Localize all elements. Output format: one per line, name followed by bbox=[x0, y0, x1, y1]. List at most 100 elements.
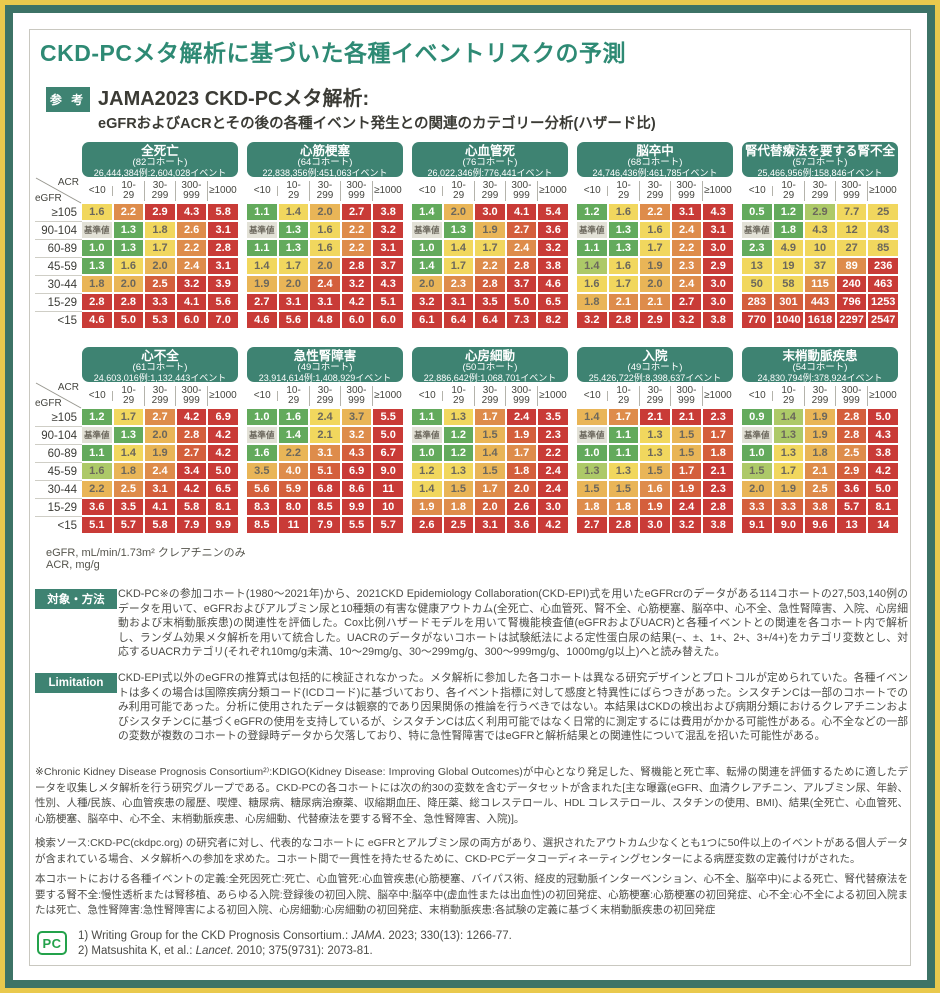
hr-cell: 1.7 bbox=[506, 445, 537, 461]
label-spacer bbox=[35, 347, 82, 382]
acr-column-headers: <10 10- 29 30- 299 300- 999 ≥1000 bbox=[742, 382, 898, 409]
sample-event-counts: 24,830,794例:378,924イベント bbox=[757, 373, 883, 382]
hr-cell: 1.7 bbox=[703, 427, 733, 443]
hr-cell: 4.3 bbox=[341, 445, 372, 461]
footnote-egfr-units: eGFR, mL/min/1.73m² クレアチニンのみ bbox=[46, 547, 246, 559]
hr-cell: 2.1 bbox=[608, 294, 639, 310]
hr-cell: 6.4 bbox=[475, 312, 505, 328]
event-table-grid: 脳卒中 (68コホート) 24,746,436例:461,785イベント <10 10-… bbox=[577, 142, 733, 330]
hr-cell: 1.4 bbox=[113, 445, 144, 461]
hr-cell: 6.4 bbox=[443, 312, 474, 328]
hr-cell: 1.1 bbox=[412, 409, 442, 425]
acr-category-label: <10 bbox=[247, 185, 279, 196]
acr-category-label: 10- 29 bbox=[443, 180, 475, 201]
hr-cell: 1.4 bbox=[773, 409, 804, 425]
hr-cell: 1.9 bbox=[640, 499, 670, 515]
egfr-category-label: 30-44 bbox=[35, 481, 82, 499]
acr-category-label: 30- 299 bbox=[805, 180, 837, 201]
event-table: 急性腎障害 (49コホート) 23,914,614例:1,408,929イベント <1… bbox=[247, 347, 403, 535]
hr-cell: 5.7 bbox=[373, 517, 403, 533]
hr-cell: 1.4 bbox=[412, 258, 442, 274]
hr-cell: 2.9 bbox=[805, 204, 835, 220]
hr-cell: 4.2 bbox=[538, 517, 568, 533]
hr-cell: 1.3 bbox=[773, 445, 804, 461]
hr-cell: 1.3 bbox=[608, 222, 639, 238]
hr-cell: 3.6 bbox=[82, 499, 112, 515]
hr-cell: 2.2 bbox=[82, 481, 112, 497]
hr-cell: 2.9 bbox=[836, 463, 867, 479]
journal-name: JAMA bbox=[351, 930, 383, 942]
reference-list: 1) Writing Group for the CKD Prognosis C… bbox=[78, 929, 512, 959]
hr-cell: 43 bbox=[868, 222, 898, 238]
hr-cell: 1618 bbox=[805, 312, 835, 328]
hr-cell: 2.0 bbox=[412, 276, 442, 292]
hr-cell: 2.0 bbox=[145, 258, 175, 274]
hr-cell: 1.3 bbox=[608, 240, 639, 256]
hr-cell: 1.7 bbox=[443, 258, 474, 274]
acr-category-label: ≥1000 bbox=[868, 184, 897, 196]
hr-cell: 3.0 bbox=[703, 240, 733, 256]
reference-cell: 基準値 bbox=[247, 222, 277, 238]
hr-cell: 236 bbox=[868, 258, 898, 274]
hr-cell: 1.2 bbox=[773, 204, 804, 220]
event-table: 心筋梗塞 (64コホート) 22,838,356例:451,063イベント <10 10… bbox=[247, 142, 403, 330]
study-heading: JAMA2023 CKD-PCメタ解析: bbox=[98, 88, 370, 110]
hr-cell: 5.6 bbox=[278, 312, 309, 328]
acr-category-label: ≥1000 bbox=[703, 184, 732, 196]
hr-cell: 2.7 bbox=[506, 222, 537, 238]
egfr-category-label: ≥105 bbox=[35, 409, 82, 427]
hr-cell: 1.3 bbox=[443, 222, 474, 238]
egfr-category-label: 45-59 bbox=[35, 463, 82, 481]
hr-cell: 3.2 bbox=[577, 312, 607, 328]
hr-cell: 4.6 bbox=[538, 276, 568, 292]
hr-cell: 3.1 bbox=[278, 294, 309, 310]
hr-cell: 5.7 bbox=[113, 517, 144, 533]
acr-category-label: ≥1000 bbox=[868, 389, 897, 401]
acr-axis-label: ACR bbox=[57, 177, 79, 188]
acr-category-label: 30- 299 bbox=[475, 385, 507, 406]
hr-cell: 4.9 bbox=[773, 240, 804, 256]
hr-cell: 1.1 bbox=[82, 445, 112, 461]
hr-cell: 3.1 bbox=[475, 517, 505, 533]
acr-category-label: 300- 999 bbox=[836, 385, 868, 406]
hr-cell: 1.9 bbox=[671, 481, 702, 497]
hr-cell: 3.5 bbox=[475, 294, 505, 310]
hr-cell: 5.1 bbox=[82, 517, 112, 533]
acr-category-label: 300- 999 bbox=[341, 180, 373, 201]
acr-column-headers: <10 10- 29 30- 299 300- 999 ≥1000 bbox=[577, 177, 733, 204]
hr-cell: 2.0 bbox=[742, 481, 772, 497]
hr-cell: 3.8 bbox=[868, 445, 898, 461]
event-table-grid: 心筋梗塞 (64コホート) 22,838,356例:451,063イベント <10 10… bbox=[247, 142, 403, 330]
hr-cell: 2.4 bbox=[671, 222, 702, 238]
hr-cell: 796 bbox=[836, 294, 867, 310]
hr-cell: 2.5 bbox=[836, 445, 867, 461]
hr-cell: 2.2 bbox=[176, 240, 207, 256]
acr-category-label: 300- 999 bbox=[341, 385, 373, 406]
acr-category-label: <10 bbox=[577, 390, 609, 401]
hr-cell: 0.5 bbox=[742, 204, 772, 220]
acr-category-label: 300- 999 bbox=[836, 180, 868, 201]
hr-cell: 13 bbox=[836, 517, 867, 533]
hr-cell: 1.5 bbox=[475, 427, 505, 443]
hr-cell: 1.7 bbox=[475, 481, 505, 497]
hr-cell: 19 bbox=[773, 258, 804, 274]
cohort-count: (76コホート) bbox=[462, 157, 518, 168]
hr-cell: 2.8 bbox=[608, 517, 639, 533]
hr-cell: 3.1 bbox=[310, 294, 340, 310]
hr-cell: 6.5 bbox=[208, 481, 238, 497]
reference-item: 2) Matsushita K, et al.: Lancet. 2010; 3… bbox=[78, 945, 373, 957]
hr-cell: 3.1 bbox=[310, 445, 340, 461]
hr-cell: 8.1 bbox=[208, 499, 238, 515]
event-name: 心筋梗塞 bbox=[299, 144, 350, 158]
hr-cell: 2.8 bbox=[113, 294, 144, 310]
hazard-ratio-grid: 1.0 1.6 2.4 3.7 5.5 基準値 1.4 2.1 3.2 5.0 1.6 2.2 3.1 4… bbox=[247, 409, 403, 533]
hr-cell: 3.5 bbox=[247, 463, 277, 479]
axis-corner-cell: ACR eGFR bbox=[35, 177, 82, 204]
hr-cell: 3.8 bbox=[805, 499, 835, 515]
hr-cell: 2.0 bbox=[145, 427, 175, 443]
hr-cell: 3.7 bbox=[373, 258, 403, 274]
hr-cell: 5.6 bbox=[247, 481, 277, 497]
hr-cell: 3.7 bbox=[341, 409, 372, 425]
hr-cell: 301 bbox=[773, 294, 804, 310]
hr-cell: 4.2 bbox=[176, 481, 207, 497]
